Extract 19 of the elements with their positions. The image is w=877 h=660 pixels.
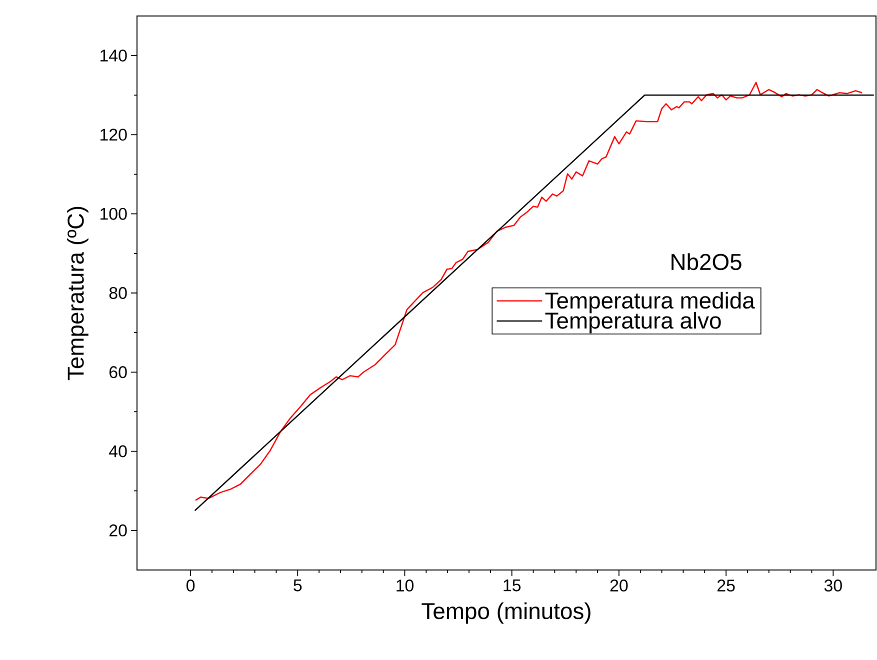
y-tick-label: 40 [109,445,127,458]
y-axis-title: Temperatura (ºC) [67,206,88,380]
y-tick-label: 20 [110,524,127,536]
x-tick-label: 10 [396,580,414,592]
x-axis-title: Tempo (minutos) [422,602,590,624]
y-tick-label: 140 [100,50,127,62]
y-tick-label: 60 [110,366,127,378]
x-tick-label: 20 [610,580,628,592]
x-tick-label: 15 [504,580,521,592]
x-tick-label: 0 [186,580,195,592]
y-tick-label: 120 [100,128,127,141]
x-tick-label: 25 [718,580,735,592]
legend-label: Temperatura alvo [545,312,721,334]
y-tick-label: 100 [100,208,127,220]
legend-label: Temperatura medida [545,292,755,314]
x-tick-label: 30 [824,580,842,592]
x-tick-label: 5 [294,580,302,592]
y-tick-label: 80 [109,287,127,299]
annotation: Nb2O5 [672,253,742,270]
